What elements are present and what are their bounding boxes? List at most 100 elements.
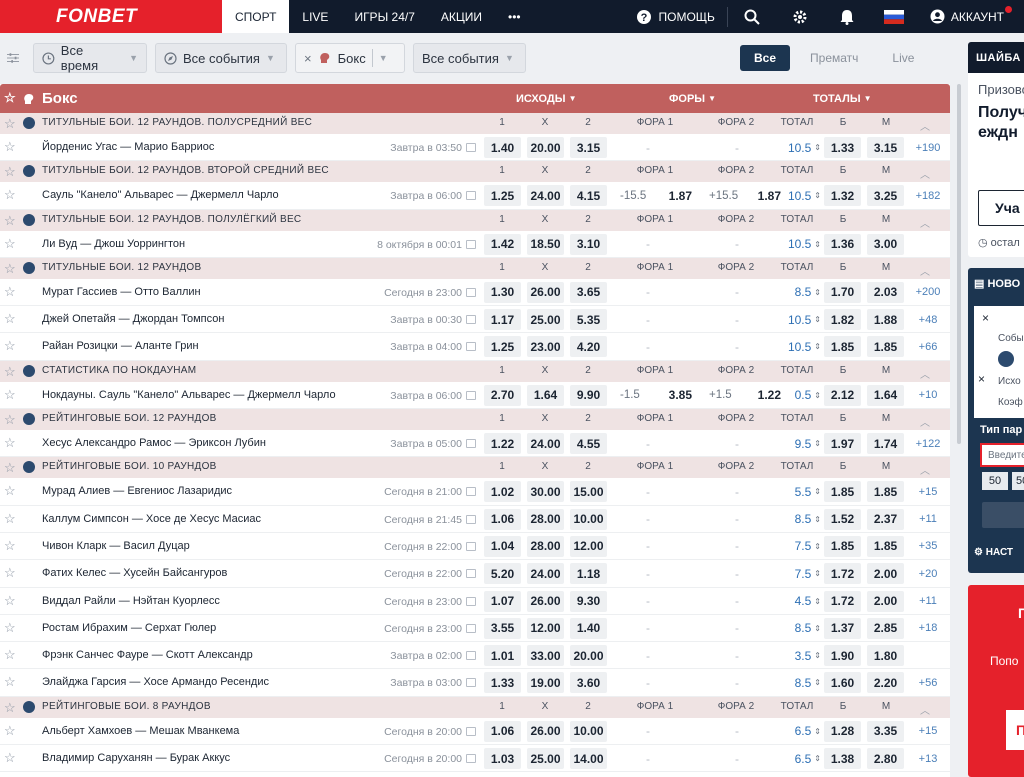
odds-c2[interactable]: 4.20 xyxy=(570,336,607,358)
star-icon[interactable]: ☆ xyxy=(4,483,16,499)
star-icon[interactable]: ☆ xyxy=(4,187,16,203)
total-m[interactable]: 2.00 xyxy=(867,563,904,585)
total-m[interactable]: 1.64 xyxy=(867,384,904,406)
stats-icon[interactable] xyxy=(466,143,476,152)
event-row[interactable]: ☆ Чивон Кларк — Васил Дуцар Сегодня в 22:0… xyxy=(0,533,950,561)
total-b[interactable]: 1.32 xyxy=(824,185,861,207)
chevron-up-icon[interactable]: ︿ xyxy=(920,369,930,381)
stats-icon[interactable] xyxy=(466,726,476,736)
star-icon[interactable]: ☆ xyxy=(4,139,16,154)
total-value[interactable]: 8.5 ⇕ xyxy=(767,509,821,530)
total-value[interactable]: 0.5 ⇕ xyxy=(767,385,821,406)
more-markets-link[interactable]: +48 xyxy=(918,313,938,326)
total-value[interactable]: 10.5 ⇕ xyxy=(767,336,821,357)
stats-icon[interactable] xyxy=(466,239,476,249)
total-value[interactable]: 8.5 ⇕ xyxy=(767,282,821,303)
group-outcomes[interactable]: ИСХОДЫ ▼ xyxy=(516,84,576,113)
place-bet-button[interactable] xyxy=(982,502,1024,528)
stats-icon[interactable] xyxy=(466,191,476,201)
filter-settings-button[interactable] xyxy=(0,43,26,73)
odds-c1[interactable]: 1.25 xyxy=(484,336,521,358)
total-b[interactable]: 1.33 xyxy=(824,137,861,158)
odds-c1[interactable]: 1.06 xyxy=(484,508,521,530)
odds-c2[interactable]: 1.40 xyxy=(570,617,607,639)
star-icon[interactable]: ☆ xyxy=(4,722,16,738)
total-value[interactable]: 5.5 ⇕ xyxy=(767,481,821,502)
event-name[interactable]: Фатих Келес — Хусейн Байсангуров xyxy=(42,567,228,580)
event-name[interactable]: Райан Розицки — Аланте Грин xyxy=(42,340,199,353)
odds-cx[interactable]: 28.00 xyxy=(527,508,564,530)
total-value[interactable]: 6.5 ⇕ xyxy=(767,721,821,742)
event-name[interactable]: Альберт Хамхоев — Мешак Мванкема xyxy=(42,724,240,737)
odds-c2[interactable]: 3.60 xyxy=(570,672,607,694)
odds-c1[interactable]: 1.22 xyxy=(484,433,521,455)
more-markets-link[interactable]: +190 xyxy=(915,141,941,154)
more-markets-link[interactable]: +18 xyxy=(918,622,938,635)
more-markets-link[interactable]: +11 xyxy=(919,595,937,608)
event-name[interactable]: Чивон Кларк — Васил Дуцар xyxy=(42,539,190,552)
event-name[interactable]: Нокдауны. Сауль "Канело" Альварес — Джер… xyxy=(42,388,336,401)
total-b[interactable]: 1.70 xyxy=(824,281,861,303)
star-icon[interactable]: ☆ xyxy=(4,283,16,299)
odds-cx[interactable]: 30.00 xyxy=(527,481,564,503)
event-name[interactable]: Ли Вуд — Джош Уоррингтон xyxy=(42,237,186,250)
stats-icon[interactable] xyxy=(466,287,476,297)
total-value[interactable]: 8.5 ⇕ xyxy=(767,618,821,639)
more-markets-link[interactable]: +15 xyxy=(918,485,938,498)
odds-cx[interactable]: 26.00 xyxy=(527,590,564,612)
stats-icon[interactable] xyxy=(466,596,476,606)
chevron-up-icon[interactable]: ︿ xyxy=(920,266,930,278)
event-row[interactable]: ☆ Ли Вуд — Джош Уоррингтон 8 октября в 00:… xyxy=(0,231,950,258)
event-row[interactable]: ☆ Йорденис Угас — Марио Барриос Завтра в 0… xyxy=(0,134,950,162)
event-name[interactable]: Ростам Ибрахим — Серхат Гюлер xyxy=(42,621,217,634)
total-m[interactable]: 2.37 xyxy=(867,508,904,530)
total-value[interactable]: 3.5 ⇕ xyxy=(767,645,821,666)
event-name[interactable]: Владимир Саруханян — Бурак Аккус xyxy=(42,752,231,765)
account-button[interactable]: АККАУНТ xyxy=(918,0,1024,33)
more-markets-link[interactable]: +200 xyxy=(915,286,941,299)
odds-cx[interactable]: 24.00 xyxy=(527,563,564,585)
event-row[interactable]: ☆ Хесус Александро Рамос — Эриксон Лубин З… xyxy=(0,430,950,458)
remove-bet-icon[interactable]: × xyxy=(982,311,990,325)
total-m[interactable]: 1.80 xyxy=(867,645,904,667)
total-value[interactable]: 10.5 ⇕ xyxy=(767,137,821,158)
chevron-up-icon[interactable]: ︿ xyxy=(920,705,930,717)
star-icon[interactable]: ☆ xyxy=(4,699,16,715)
stats-icon[interactable] xyxy=(466,651,476,661)
stats-icon[interactable] xyxy=(466,541,476,551)
odds-c1[interactable]: 1.03 xyxy=(484,748,521,770)
odds-cx[interactable]: 1.64 xyxy=(527,384,564,406)
total-m[interactable]: 3.00 xyxy=(867,233,904,255)
star-icon[interactable]: ☆ xyxy=(4,435,16,451)
odds-c2[interactable]: 1.18 xyxy=(570,563,607,585)
notifications-button[interactable] xyxy=(824,0,870,33)
total-b[interactable]: 1.36 xyxy=(824,233,861,255)
event-row[interactable]: ☆ Райан Розицки — Аланте Грин Завтра в 04:… xyxy=(0,333,950,361)
remove-bet-icon-2[interactable]: × xyxy=(978,372,986,386)
star-icon[interactable]: ☆ xyxy=(4,212,16,228)
star-icon[interactable]: ☆ xyxy=(4,510,16,526)
event-name[interactable]: Мурат Гассиев — Отто Валлин xyxy=(42,285,201,298)
total-value[interactable]: 4.5 ⇕ xyxy=(767,591,821,612)
odds-c1[interactable]: 1.42 xyxy=(484,233,521,255)
handicap-1[interactable]: -15.5 1.87 xyxy=(620,185,692,206)
star-icon[interactable]: ☆ xyxy=(4,537,16,553)
odds-cx[interactable]: 18.50 xyxy=(527,233,564,255)
total-value[interactable]: 7.5 ⇕ xyxy=(767,563,821,584)
sport-filter-chip[interactable]: × Бокс ▼ xyxy=(295,43,405,73)
event-name[interactable]: Сауль "Канело" Альварес — Джермелл Чарло xyxy=(42,189,279,202)
event-row[interactable]: ☆ Мурат Гассиев — Отто Валлин Сегодня в 23… xyxy=(0,279,950,307)
total-m[interactable]: 3.35 xyxy=(867,720,904,742)
nav-games[interactable]: ИГРЫ 24/7 xyxy=(354,9,415,24)
group-handicaps[interactable]: ФОРЫ ▼ xyxy=(669,84,716,113)
total-b[interactable]: 1.60 xyxy=(824,672,861,694)
event-row[interactable]: ☆ Нокдауны. Сауль "Канело" Альварес — Дже… xyxy=(0,382,950,410)
odds-cx[interactable]: 26.00 xyxy=(527,281,564,303)
total-value[interactable]: 10.5 ⇕ xyxy=(767,309,821,330)
star-icon[interactable]: ☆ xyxy=(4,619,16,635)
total-b[interactable]: 1.85 xyxy=(824,336,861,358)
quick-stake-50[interactable]: 50 xyxy=(982,472,1008,490)
odds-cx[interactable]: 25.00 xyxy=(527,309,564,331)
total-b[interactable]: 1.72 xyxy=(824,563,861,585)
odds-cx[interactable]: 12.00 xyxy=(527,617,564,639)
